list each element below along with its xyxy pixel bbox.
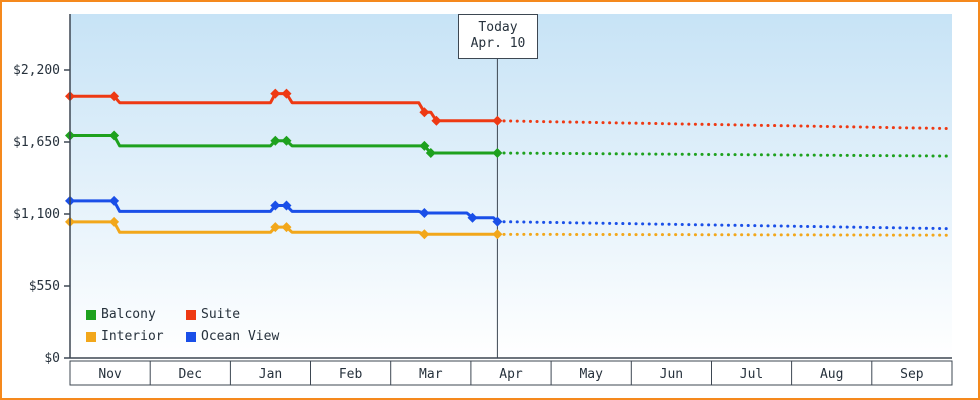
y-axis-label: $0	[44, 351, 60, 366]
legend-item-balcony: Balcony	[86, 307, 186, 322]
plot-background	[70, 14, 952, 358]
chart-legend: Balcony Suite Interior Ocean View	[86, 307, 279, 344]
month-label-may: May	[579, 367, 603, 382]
month-label-jun: Jun	[660, 367, 683, 382]
today-marker-box: Today Apr. 10	[458, 14, 538, 59]
series-line-suite	[68, 92, 499, 123]
month-label-feb: Feb	[339, 367, 363, 382]
month-label-jul: Jul	[740, 367, 763, 382]
month-label-apr: Apr	[499, 367, 523, 382]
interior-color-swatch	[86, 331, 96, 342]
legend-item-suite: Suite	[186, 307, 279, 322]
series-markers-interior	[65, 216, 503, 240]
y-axis-label: $1,650	[13, 135, 60, 150]
suite-color-swatch	[186, 309, 196, 320]
month-row	[69, 360, 953, 386]
legend-label-balcony: Balcony	[101, 307, 156, 322]
balcony-color-swatch	[86, 309, 96, 320]
y-axis-label: $1,100	[13, 207, 60, 222]
month-label-sep: Sep	[900, 367, 924, 382]
month-label-nov: Nov	[98, 367, 122, 382]
today-date: Apr. 10	[470, 36, 526, 51]
ocean-view-color-swatch	[186, 331, 196, 342]
today-label: Today	[478, 20, 518, 35]
legend-item-ocean-view: Ocean View	[186, 329, 279, 344]
y-axis-label: $2,200	[13, 63, 60, 78]
legend-item-interior: Interior	[86, 329, 186, 344]
y-axis-label: $550	[29, 279, 60, 294]
month-label-aug: Aug	[820, 367, 843, 382]
month-label-jan: Jan	[259, 367, 282, 382]
legend-label-suite: Suite	[201, 307, 241, 322]
month-label-dec: Dec	[179, 367, 202, 382]
legend-label-interior: Interior	[101, 329, 164, 344]
month-label-mar: Mar	[419, 367, 443, 382]
legend-label-ocean-view: Ocean View	[201, 329, 280, 344]
